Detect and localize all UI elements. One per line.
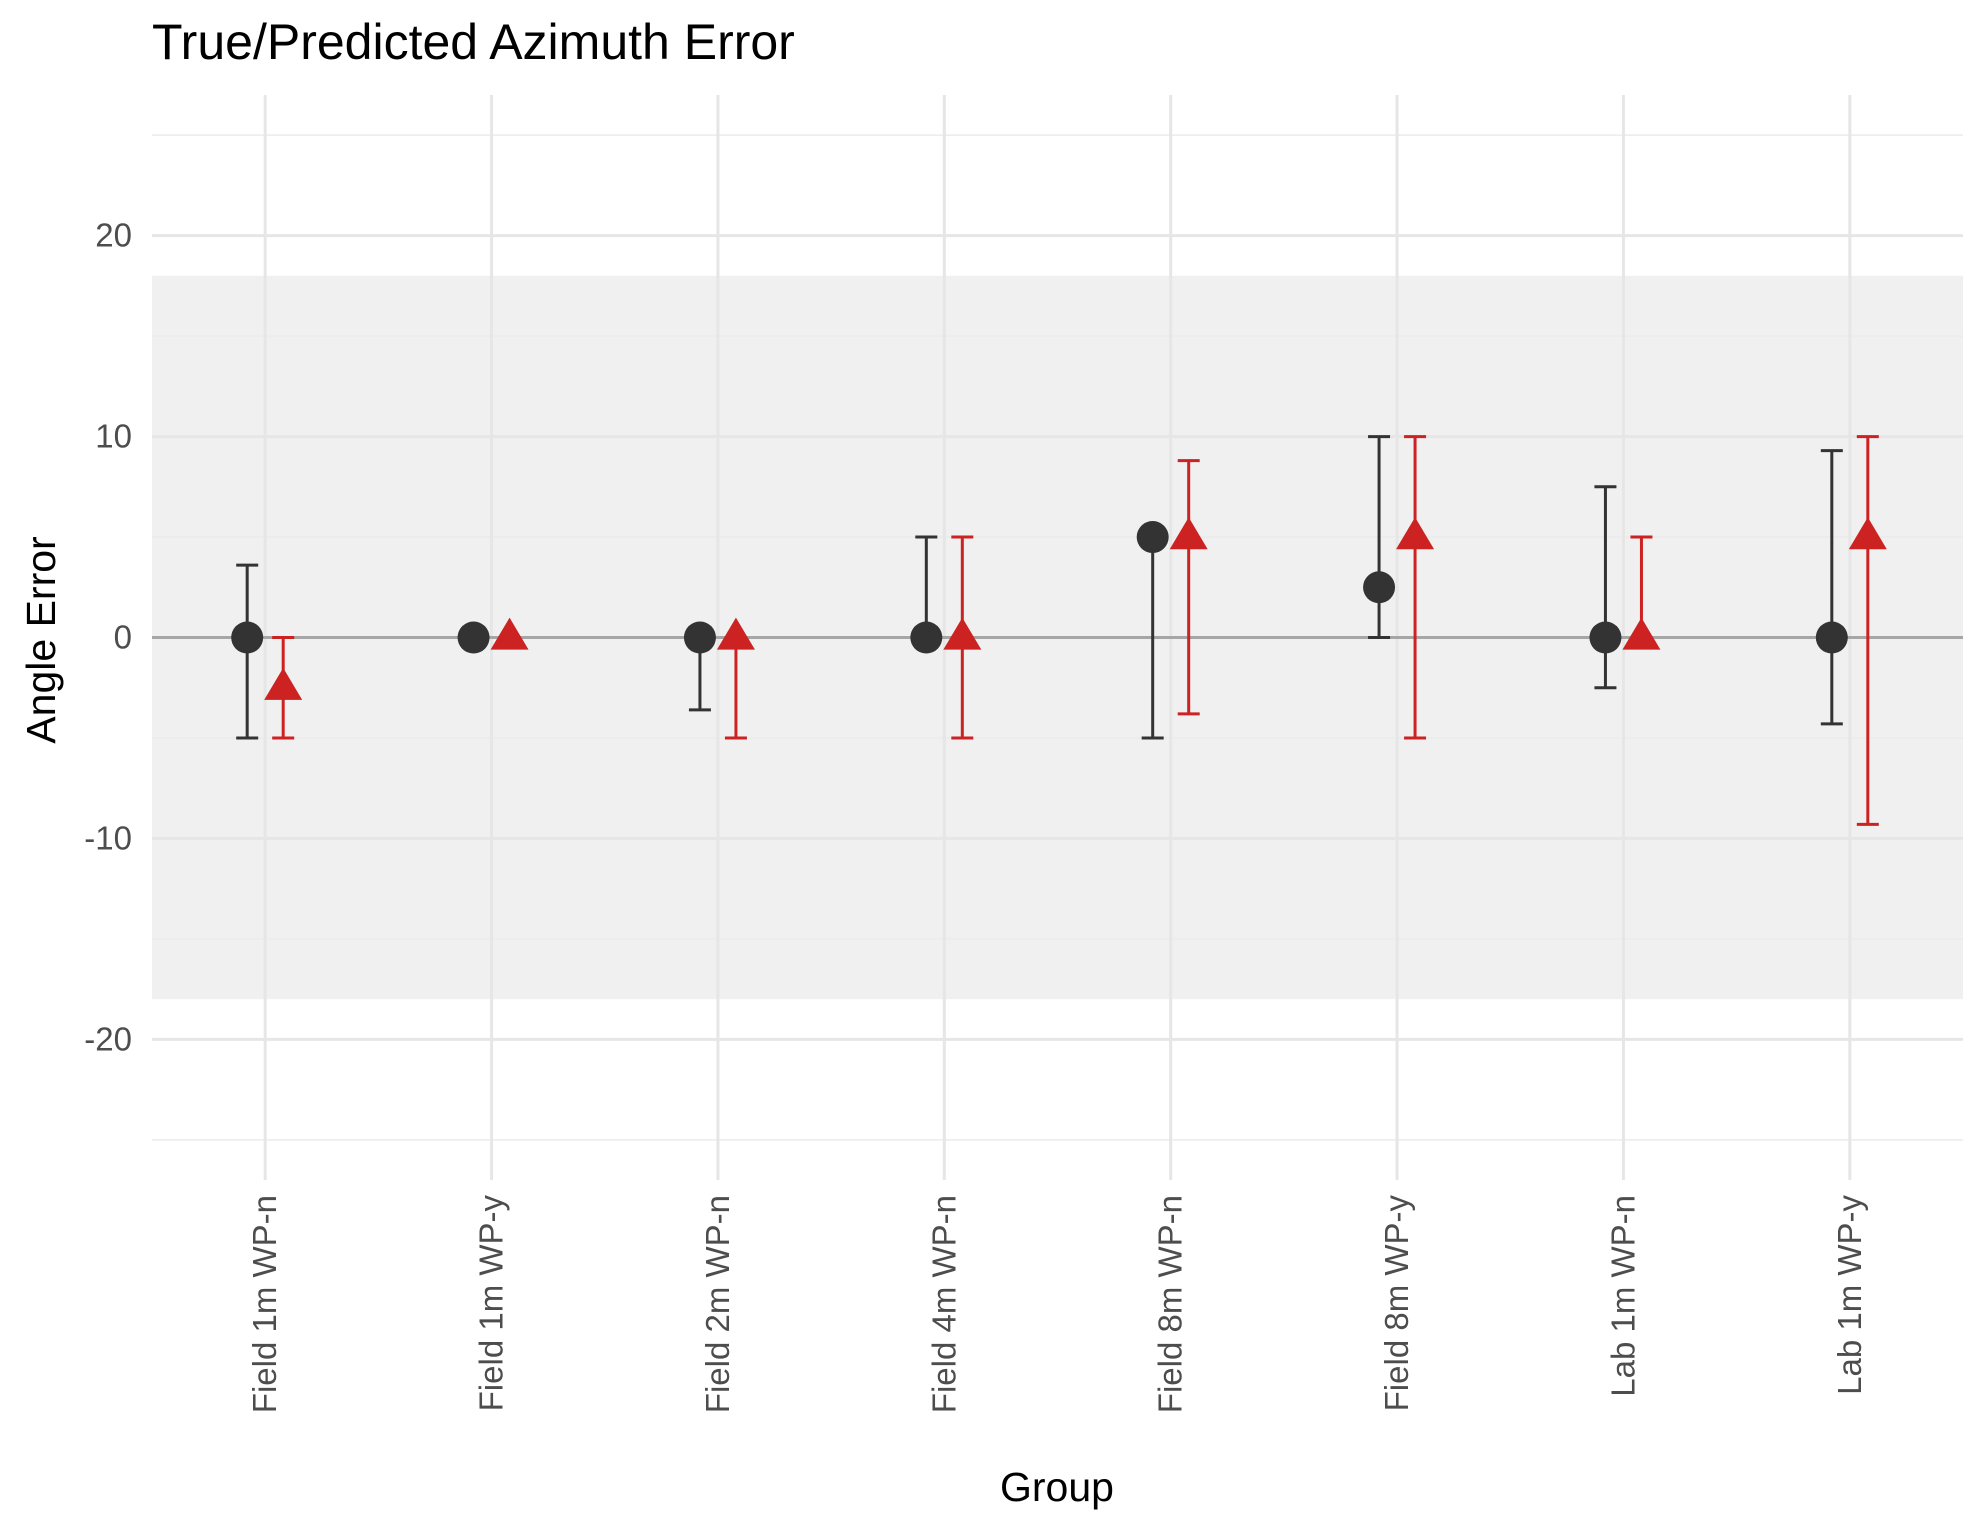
y-axis-title: Angle Error xyxy=(18,536,64,743)
point-circle xyxy=(1815,621,1848,654)
chart-title: True/Predicted Azimuth Error xyxy=(152,14,795,70)
plot-panel xyxy=(152,95,1963,1180)
point-triangle xyxy=(943,617,982,650)
x-tick-label: Field 2m WP-n xyxy=(699,1195,736,1413)
y-tick-label: 20 xyxy=(95,217,132,254)
point-circle xyxy=(1363,571,1396,604)
y-tick-label: 10 xyxy=(95,418,132,455)
point-circle xyxy=(683,621,716,654)
point-triangle xyxy=(716,617,755,650)
x-axis: Field 1m WP-n Field 1m WP-y Field 2m WP-n F… xyxy=(246,1195,1868,1414)
y-axis: -20 -10 0 10 20 xyxy=(84,217,132,1058)
point-triangle xyxy=(490,617,529,650)
x-tick-label: Field 1m WP-n xyxy=(246,1195,283,1413)
x-tick-label: Field 4m WP-n xyxy=(925,1195,962,1413)
y-tick-label: -10 xyxy=(84,819,132,856)
x-tick-label: Lab 1m WP-y xyxy=(1831,1195,1868,1395)
point-circle xyxy=(1589,621,1622,654)
point-triangle xyxy=(1622,617,1661,650)
series-triangle xyxy=(264,435,1887,826)
point-circle xyxy=(910,621,943,654)
y-tick-label: -20 xyxy=(84,1020,132,1057)
point-triangle xyxy=(1169,517,1208,550)
series-circle xyxy=(231,435,1848,740)
point-circle xyxy=(231,621,264,654)
point-triangle xyxy=(264,667,303,700)
y-tick-label: 0 xyxy=(114,619,132,656)
point-circle xyxy=(1136,521,1169,554)
point-circle xyxy=(457,621,490,654)
x-tick-label: Field 8m WP-n xyxy=(1152,1195,1189,1413)
point-triangle xyxy=(1848,517,1887,550)
x-tick-label: Lab 1m WP-n xyxy=(1604,1195,1641,1397)
x-axis-title: Group xyxy=(1000,1464,1114,1510)
x-tick-label: Field 1m WP-y xyxy=(473,1195,510,1412)
point-triangle xyxy=(1396,517,1435,550)
x-tick-label: Field 8m WP-y xyxy=(1378,1195,1415,1412)
series-layer xyxy=(231,435,1887,826)
